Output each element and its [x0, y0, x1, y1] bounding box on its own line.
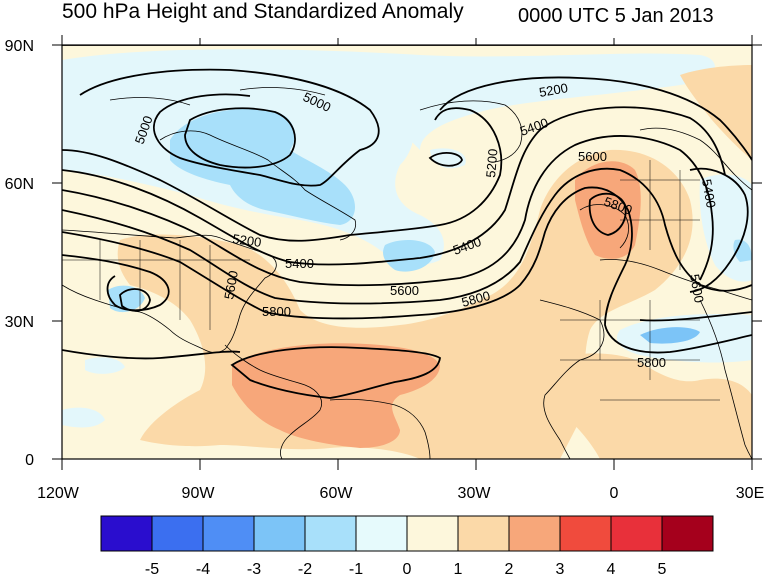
- colorbar-swatch: [253, 515, 306, 552]
- anomaly-neg1-pacific: [85, 357, 125, 374]
- coast-africa-west: [539, 299, 605, 459]
- lon-label-0: 0: [610, 485, 619, 502]
- label-5400-c: 5400: [285, 256, 314, 271]
- coast-africa-east: [699, 299, 752, 459]
- contour-5880-caribbean: [230, 346, 441, 399]
- contour-labels: 5000 5000 5200 5200 5200 5400 5400 5400 …: [132, 80, 719, 370]
- contour-5200a: [62, 107, 503, 242]
- anomaly-neg2-africa: [640, 327, 700, 344]
- border-lines-na: [62, 240, 250, 330]
- contour-5600b: [62, 167, 752, 305]
- border-lines-africa: [560, 300, 720, 401]
- coast-central-america: [224, 344, 322, 459]
- coast-south-america: [329, 398, 431, 459]
- colorbar-tick-label: -4: [196, 561, 210, 577]
- colorbar-tick-label: 2: [505, 561, 514, 577]
- contour-5800-africa: [639, 311, 752, 322]
- lat-label-0: 0: [25, 452, 34, 469]
- contour-5800-south: [62, 349, 241, 360]
- positive-anomaly-strong: [232, 161, 641, 448]
- anomaly-neg1-pacific-south: [62, 407, 105, 428]
- colorbar-labels: -5 -4 -3 -2 -1 0 1 2 3 4 5: [145, 561, 667, 577]
- coastlines: [62, 87, 752, 459]
- colorbar-tick-label: -2: [298, 561, 312, 577]
- lat-label-30n: 30N: [5, 314, 34, 331]
- label-5400-d: 5400: [699, 178, 719, 209]
- lat-label-90n: 90N: [5, 38, 34, 55]
- tick-marks: [52, 35, 762, 470]
- anomaly-neg2-east: [733, 239, 752, 262]
- anomaly-neg2-atlantic: [383, 239, 435, 272]
- label-5600-b: 5600: [390, 283, 419, 298]
- colorbar-swatch: [151, 515, 204, 552]
- colorbar-tick-label: 4: [607, 561, 616, 577]
- coast-europe-south: [599, 259, 752, 301]
- label-5200-a: 5200: [232, 231, 263, 250]
- contour-5800: [62, 186, 752, 354]
- lon-label-30w: 30W: [458, 485, 492, 502]
- colorbar-tick-label: 5: [658, 561, 667, 577]
- colorbar-swatch: [202, 515, 255, 552]
- colorbar-swatch: [355, 515, 408, 552]
- contour-5800-west: [62, 254, 170, 312]
- colorbar: [100, 515, 714, 552]
- contour-5400-east: [689, 167, 749, 293]
- lon-label-30e: 30E: [736, 485, 764, 502]
- anomaly-pos2-caribbean: [232, 343, 440, 448]
- label-5600-a: 5600: [578, 149, 607, 164]
- label-5800-a: 5800: [262, 304, 291, 319]
- label-5600-d: 5600: [687, 273, 707, 304]
- colorbar-swatch: [457, 515, 510, 552]
- colorbar-swatch: [406, 515, 459, 552]
- anomaly-pos1-small: [500, 408, 522, 427]
- contour-5400: [62, 106, 726, 266]
- anomaly-neg1-arctic: [62, 49, 715, 150]
- colorbar-tick-label: -5: [145, 561, 159, 577]
- height-contours: [62, 45, 752, 399]
- contour-5600a: [62, 135, 714, 287]
- lon-label-90w: 90W: [182, 485, 216, 502]
- coast-hudson-bay: [159, 130, 357, 241]
- map-title: 500 hPa Height and Standardized Anomaly: [62, 0, 464, 23]
- colorbar-tick-label: 0: [403, 561, 412, 577]
- border-lines-europe: [620, 160, 700, 270]
- colorbar-swatch: [661, 515, 714, 552]
- contour-5000: [79, 68, 380, 187]
- colorbar-tick-label: 1: [454, 561, 463, 577]
- contour-5200b: [439, 76, 752, 161]
- lat-label-60n: 60N: [5, 176, 34, 193]
- anomaly-pos2-europe: [575, 161, 641, 259]
- contour-5700-low: [119, 288, 151, 312]
- colorbar-swatch: [559, 515, 612, 552]
- longitude-labels: 120W 90W 60W 30W 0 30E: [37, 485, 764, 502]
- lon-label-120w: 120W: [37, 485, 80, 502]
- colorbar-tick-label: 3: [556, 561, 565, 577]
- map-timestamp: 0000 UTC 5 Jan 2013: [518, 5, 714, 27]
- label-5800-b: 5800: [460, 288, 492, 310]
- label-5800-c: 5800: [637, 355, 666, 370]
- contour-4800: [184, 107, 296, 169]
- colorbar-swatch: [508, 515, 561, 552]
- colorbar-tick-label: -1: [349, 561, 363, 577]
- borders: [62, 160, 720, 401]
- label-5200-c: 5200: [483, 148, 500, 178]
- map-plot-area: 5000 5000 5200 5200 5200 5400 5400 5400 …: [62, 45, 752, 459]
- latitude-labels: 90N 60N 30N 0: [5, 38, 34, 469]
- colorbar-swatch: [610, 515, 663, 552]
- colorbar-tick-label: -3: [247, 561, 261, 577]
- map-frame: [61, 44, 753, 460]
- label-5600-c: 5600: [221, 269, 241, 300]
- coast-greenland: [419, 100, 523, 163]
- label-5200-b: 5200: [538, 80, 569, 100]
- contour-5900: [588, 192, 627, 236]
- anomaly-pos1-africa: [548, 353, 752, 459]
- contour-small-loop: [428, 152, 463, 167]
- coast-north-america: [62, 229, 277, 353]
- lon-label-60w: 60W: [320, 485, 354, 502]
- colorbar-swatch: [100, 515, 153, 552]
- coast-arctic-islands: [109, 87, 326, 106]
- colorbar-swatch: [304, 515, 357, 552]
